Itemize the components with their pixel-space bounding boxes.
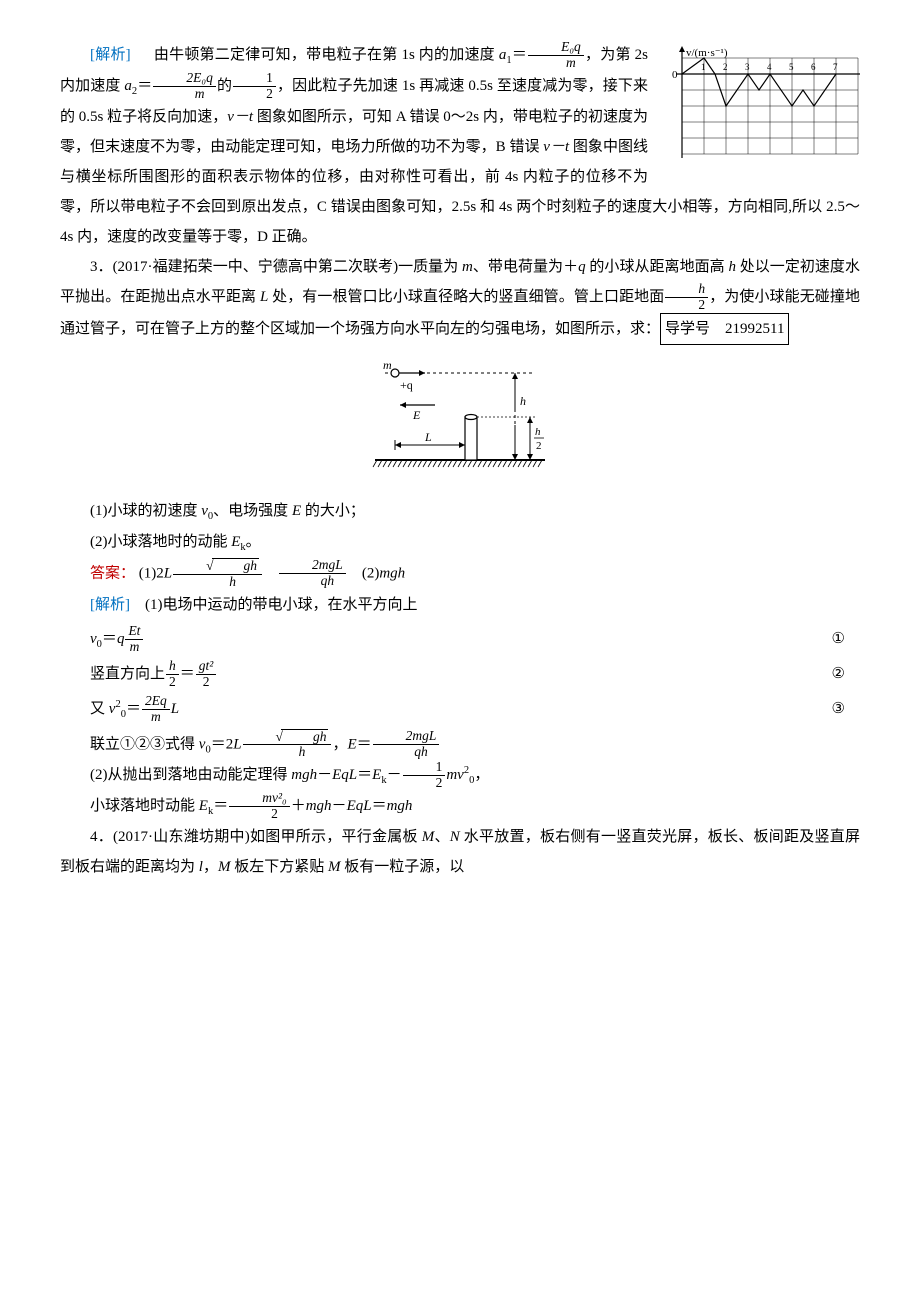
svg-text:1: 1 [701,62,706,72]
q3-solution-label: [解析] (1)电场中运动的带电小球，在水平方向上 [60,590,860,620]
q3-diagram: m +q ELh h 2 [60,355,860,486]
vt-graph-svg: v/(m·s⁻¹)t/s01234567 [660,44,860,164]
q3-eq3: 又 v20＝2EqmL ③ [60,694,860,725]
svg-text:3: 3 [745,62,750,72]
q3-part2: (2)小球落地时的动能 Ek。 [60,527,860,558]
vt-graph: v/(m·s⁻¹)t/s01234567 [660,44,860,175]
svg-text:6: 6 [811,62,816,72]
q3-answer: 答案： (1)2L√ghh 2mgLqh (2)mgh [60,558,860,590]
svg-text:4: 4 [767,62,772,72]
q4-stem: 4．(2017·山东潍坊期中)如图甲所示，平行金属板 M、N 水平放置，板右侧有… [60,822,860,882]
svg-text:h: h [535,426,541,438]
svg-text:h: h [520,394,526,408]
svg-text:2: 2 [536,440,542,452]
analysis-label: [解析] [90,47,131,63]
svg-text:7: 7 [833,62,838,72]
q3-part1: (1)小球的初速度 v0、电场强度 E 的大小； [60,496,860,527]
svg-text:v/(m·s⁻¹): v/(m·s⁻¹) [686,47,728,59]
q3-eq2: 竖直方向上h2＝gt²2 ② [60,659,860,690]
guide-number-box: 导学号 21992511 [660,313,789,345]
svg-text:+q: +q [400,378,413,392]
svg-text:5: 5 [789,62,794,72]
q3-sol-part2: (2)从抛出到落地由动能定理得 mgh－EqL＝Ek－12mv20， [60,760,860,791]
svg-text:2: 2 [723,62,728,72]
q3-sol-combine: 联立①②③式得 v0＝2L√ghh，E＝2mgLqh [60,729,860,761]
q3-eq1: v0＝qEtm ① [60,624,860,655]
svg-text:L: L [424,430,432,444]
q3-sol-final: 小球落地时动能 Ek＝mv²₀2＋mgh－EqL＝mgh [60,791,860,822]
svg-text:0: 0 [672,69,678,81]
q3-diagram-svg: m +q ELh h 2 [365,355,555,475]
svg-text:m: m [383,358,392,372]
q3-stem: 3．(2017·福建拓荣一中、宁德高中第二次联考)一质量为 m、带电荷量为＋q … [60,252,860,345]
svg-text:E: E [412,408,421,422]
